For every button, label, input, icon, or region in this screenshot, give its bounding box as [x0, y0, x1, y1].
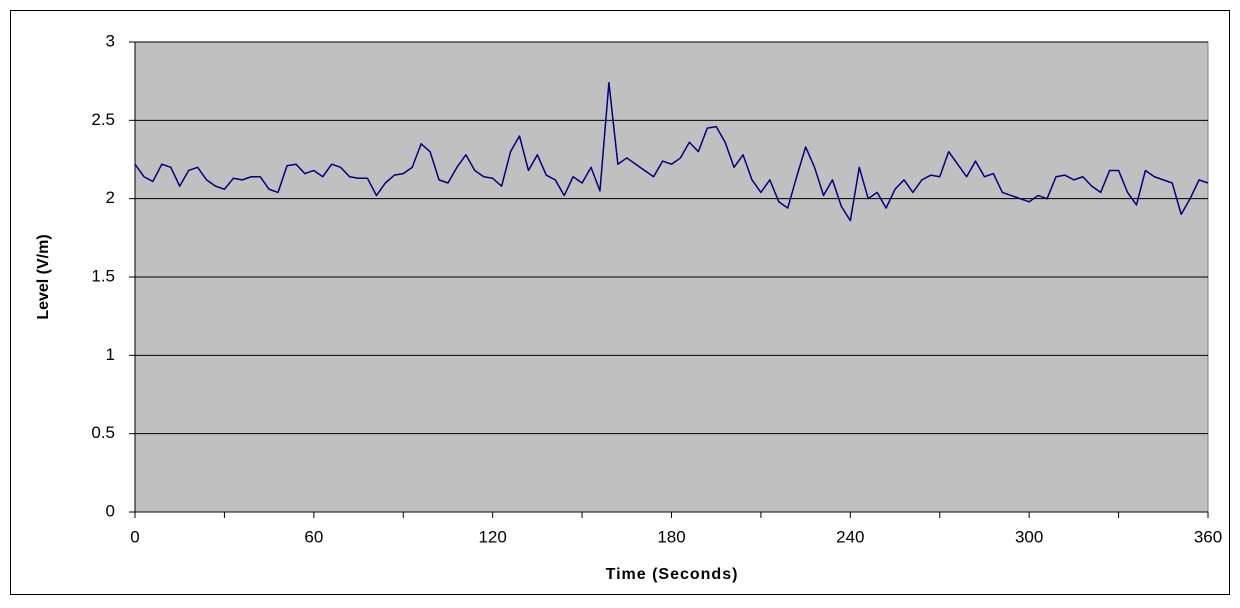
x-tick-label: 360 — [1194, 527, 1222, 546]
y-tick-label: 0.5 — [91, 423, 115, 442]
x-tick-label: 300 — [1015, 527, 1043, 546]
y-tick-label: 0 — [106, 501, 115, 520]
y-tick-label: 1 — [106, 345, 115, 364]
x-tick-label: 180 — [657, 527, 685, 546]
x-tick-label: 0 — [130, 527, 139, 546]
x-tick-label: 60 — [304, 527, 323, 546]
y-tick-label: 2 — [106, 188, 115, 207]
y-tick-label: 1.5 — [91, 266, 115, 285]
y-tick-label: 2.5 — [91, 110, 115, 129]
y-tick-label: 3 — [106, 31, 115, 50]
x-tick-label: 120 — [478, 527, 506, 546]
x-axis-title: Time (Seconds) — [606, 566, 739, 583]
y-axis-title: Level (V/m) — [35, 234, 52, 319]
data-line — [134, 81, 1209, 222]
x-tick-label: 240 — [836, 527, 864, 546]
